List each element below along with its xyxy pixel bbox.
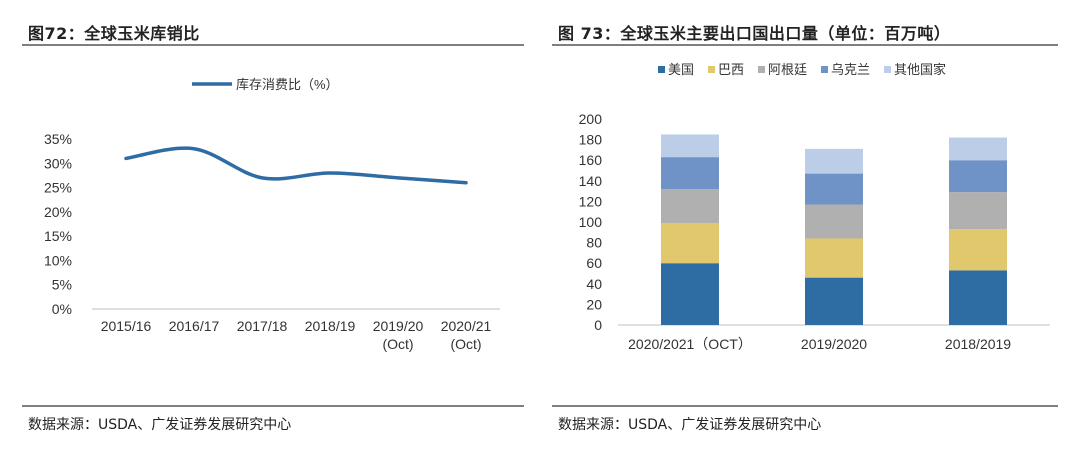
y-tick-label: 200 (579, 111, 603, 127)
title-divider (22, 44, 524, 46)
line-chart-panel: 图72：全球玉米库销比 0% 5% 10% 15% 20% 25% 30% 35% 2015/1… (22, 0, 524, 453)
bar-chart-panel: 图 73：全球玉米主要出口国出口量（单位：百万吨） 0 20 40 60 80 100 12… (552, 0, 1058, 453)
y-tick-label: 20 (586, 296, 602, 312)
x-tick-label: 2018/19 (305, 318, 356, 334)
x-tick-label: (Oct) (450, 336, 481, 352)
bar-segment-0 (805, 277, 863, 325)
bar-segment-2 (805, 204, 863, 239)
bar-segment-3 (805, 173, 863, 205)
y-tick-label: 5% (52, 277, 72, 293)
y-tick-label: 180 (579, 132, 603, 148)
y-tick-label: 100 (579, 214, 603, 230)
source-divider (22, 405, 524, 407)
y-tick-label: 15% (44, 228, 72, 244)
x-tick-label: 2020/2021（OCT） (628, 336, 752, 352)
legend-swatch-4 (884, 66, 891, 73)
x-tick-label: 2020/21 (441, 318, 492, 334)
bar-segment-1 (661, 223, 719, 264)
y-tick-label: 160 (579, 152, 603, 168)
y-tick-label: 0 (594, 317, 602, 333)
x-tick-label: 2017/18 (237, 318, 288, 334)
x-tick-label: 2015/16 (101, 318, 152, 334)
stacked-bar-chart: 0 20 40 60 80 100 120 140 160 180 200 2020/2021（OCT… (579, 62, 1050, 352)
legend-swatch-0 (658, 66, 665, 73)
y-tick-label: 120 (579, 193, 603, 209)
line-chart-source: 数据来源：USDA、广发证券发展研究中心 (28, 417, 292, 433)
y-tick-label: 80 (586, 235, 602, 251)
legend-swatch-1 (708, 66, 715, 73)
x-tick-label: 2016/17 (169, 318, 220, 334)
source-divider (552, 405, 1058, 407)
y-tick-label: 35% (44, 131, 72, 147)
y-tick-label: 60 (586, 255, 602, 271)
x-tick-label: (Oct) (382, 336, 413, 352)
legend-swatch-3 (821, 66, 828, 73)
legend-label: 乌克兰 (831, 62, 870, 77)
bar-segment-1 (805, 238, 863, 278)
line-chart: 0% 5% 10% 15% 20% 25% 30% 35% 2015/16 2016/17 2017… (44, 77, 500, 352)
y-tick-label: 40 (586, 276, 602, 292)
bar-segment-4 (805, 148, 863, 174)
legend-label: 库存消费比（%） (236, 77, 339, 92)
x-tick-label: 2018/2019 (945, 336, 1011, 352)
bar-segment-3 (661, 157, 719, 190)
y-tick-label: 10% (44, 252, 72, 268)
series-line-stock-to-use (124, 146, 468, 185)
bar-segment-2 (661, 189, 719, 224)
bar-segment-2 (949, 192, 1007, 230)
legend-label: 其他国家 (894, 62, 946, 77)
bar-segment-4 (661, 134, 719, 158)
legend-label: 美国 (668, 62, 694, 77)
y-tick-label: 0% (52, 301, 72, 317)
x-tick-label: 2019/20 (373, 318, 424, 334)
y-tick-label: 20% (44, 204, 72, 220)
y-tick-label: 30% (44, 155, 72, 171)
bar-segment-0 (949, 270, 1007, 325)
bar-segment-1 (949, 229, 1007, 271)
legend-label: 巴西 (718, 62, 744, 77)
bar-chart-source: 数据来源：USDA、广发证券发展研究中心 (558, 417, 822, 433)
title-divider (552, 44, 1058, 46)
legend-label: 阿根廷 (768, 62, 807, 77)
x-tick-label: 2019/2020 (801, 336, 867, 352)
bar-segment-0 (661, 263, 719, 325)
bar-segment-3 (949, 160, 1007, 193)
bar-chart-title: 图 73：全球玉米主要出口国出口量（单位：百万吨） (558, 24, 951, 43)
y-tick-label: 140 (579, 173, 603, 189)
y-tick-label: 25% (44, 180, 72, 196)
bar-segment-4 (949, 137, 1007, 161)
legend-swatch-2 (758, 66, 765, 73)
line-chart-title: 图72：全球玉米库销比 (28, 24, 200, 43)
